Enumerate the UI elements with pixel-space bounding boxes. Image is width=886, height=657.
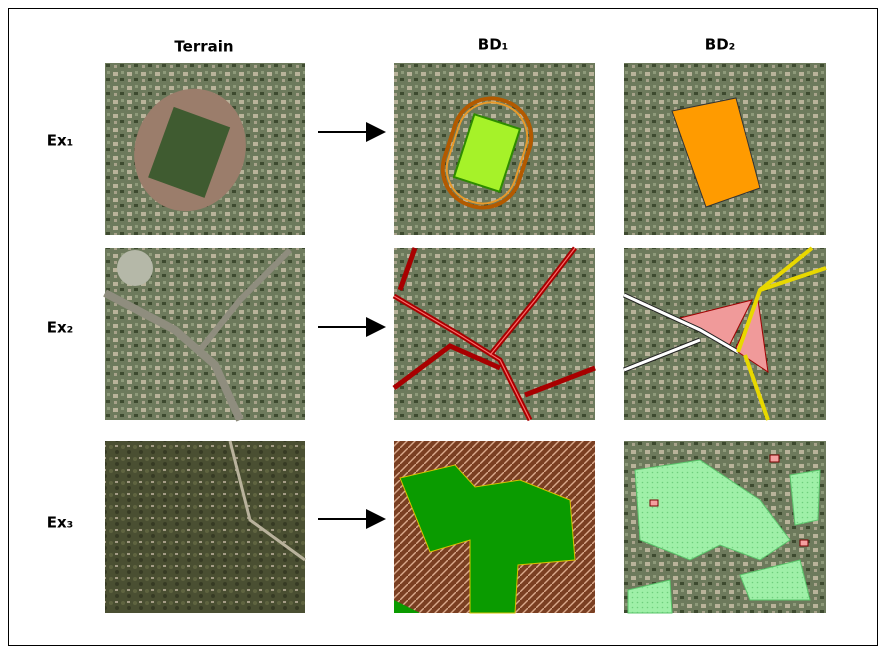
row-label: Ex₁ <box>47 132 74 150</box>
row-label: Ex₃ <box>47 514 74 532</box>
image-bd2-3 <box>624 441 826 614</box>
image-bd2-1 <box>624 63 826 235</box>
column-header: BD₂ <box>705 36 735 54</box>
image-terrain-3 <box>105 440 306 613</box>
image-terrain-2 <box>103 247 305 422</box>
image-bd2-2 <box>622 246 827 421</box>
column-header: Terrain <box>174 38 233 56</box>
image-bd1-2 <box>392 246 596 422</box>
image-terrain-1 <box>105 63 305 235</box>
image-bd1-3 <box>394 441 595 614</box>
image-bd1-1 <box>394 63 595 235</box>
row-label: Ex₂ <box>47 319 74 337</box>
column-header: BD₁ <box>478 36 508 54</box>
